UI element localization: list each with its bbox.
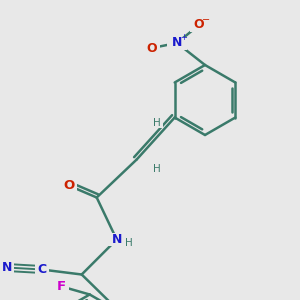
Text: O: O [63, 179, 74, 192]
Text: F: F [57, 280, 66, 293]
Text: N: N [172, 37, 182, 50]
FancyBboxPatch shape [167, 37, 187, 50]
Text: H: H [153, 118, 160, 128]
Text: N: N [112, 233, 122, 246]
Text: O: O [194, 19, 204, 32]
Text: H: H [153, 164, 160, 175]
FancyBboxPatch shape [61, 179, 77, 192]
Text: H: H [125, 238, 133, 248]
FancyBboxPatch shape [151, 164, 163, 175]
Text: C: C [37, 263, 46, 276]
FancyBboxPatch shape [190, 19, 208, 32]
FancyBboxPatch shape [55, 280, 69, 293]
Text: +: + [181, 34, 188, 43]
Text: N: N [2, 261, 12, 274]
Text: O: O [147, 41, 157, 55]
FancyBboxPatch shape [0, 261, 14, 274]
Text: −: − [202, 15, 210, 25]
FancyBboxPatch shape [144, 41, 160, 55]
FancyBboxPatch shape [35, 263, 49, 276]
FancyBboxPatch shape [107, 233, 127, 246]
FancyBboxPatch shape [151, 117, 163, 128]
